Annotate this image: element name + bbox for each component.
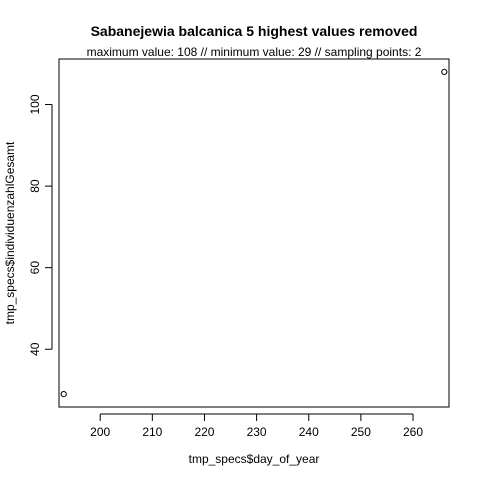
plot-area-frame [58, 58, 450, 408]
data-point [441, 68, 448, 75]
x-tick-label: 210 [142, 425, 162, 439]
data-point [60, 391, 67, 398]
y-axis-label: tmp_specs$individuenzahlGesamt [3, 141, 17, 324]
data-points [60, 68, 448, 398]
x-axis: 200 210 220 230 240 250 260 [90, 413, 423, 439]
x-tick-label: 200 [90, 425, 110, 439]
y-tick-label: 60 [28, 261, 42, 275]
x-tick-label: 230 [247, 425, 267, 439]
chart-title: Sabanejewia balcanica 5 highest values r… [91, 23, 418, 39]
x-tick-label: 240 [299, 425, 319, 439]
x-tick-label: 250 [351, 425, 371, 439]
x-tick-label: 260 [403, 425, 423, 439]
x-tick-label: 220 [194, 425, 214, 439]
y-tick-label: 80 [28, 179, 42, 193]
y-tick-label: 40 [28, 342, 42, 356]
y-axis: 40 60 80 100 [28, 94, 53, 356]
y-tick-label: 100 [28, 94, 42, 114]
x-axis-label: tmp_specs$day_of_year [189, 452, 320, 466]
chart-subtitle: maximum value: 108 // minimum value: 29 … [87, 45, 422, 59]
